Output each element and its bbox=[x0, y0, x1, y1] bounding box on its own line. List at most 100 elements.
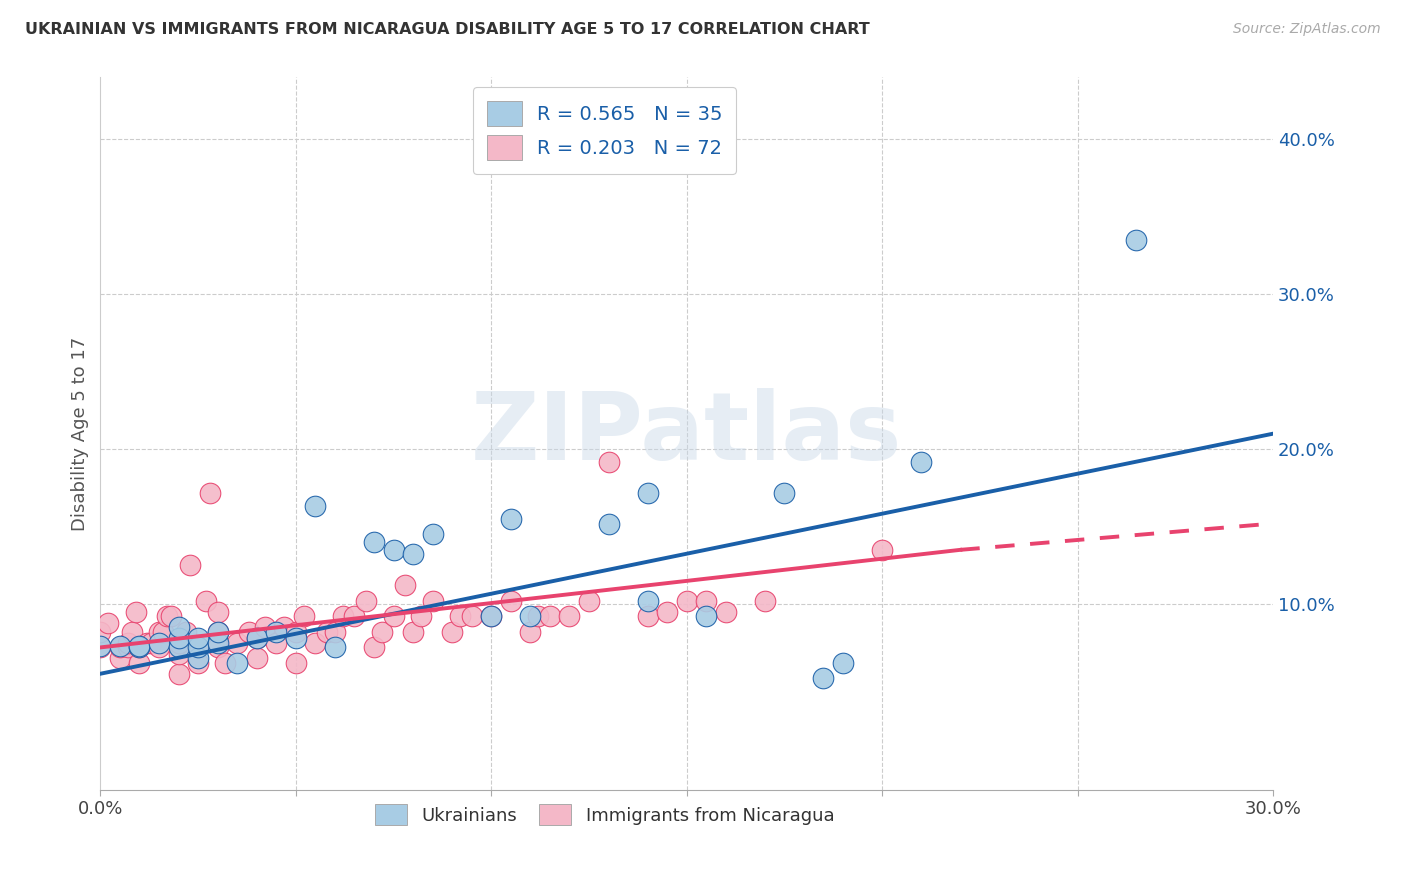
Point bbox=[598, 516, 620, 531]
Point bbox=[402, 548, 425, 562]
Point bbox=[637, 609, 659, 624]
Point bbox=[207, 640, 229, 655]
Point bbox=[441, 624, 464, 639]
Point bbox=[714, 605, 737, 619]
Point bbox=[363, 640, 385, 655]
Point bbox=[226, 656, 249, 670]
Point bbox=[675, 594, 697, 608]
Point bbox=[128, 640, 150, 655]
Point bbox=[323, 640, 346, 655]
Point bbox=[167, 631, 190, 645]
Text: ZIPatlas: ZIPatlas bbox=[471, 388, 903, 480]
Point bbox=[167, 620, 190, 634]
Point bbox=[89, 624, 111, 639]
Point bbox=[246, 631, 269, 645]
Point bbox=[264, 636, 287, 650]
Point bbox=[813, 672, 835, 686]
Point bbox=[1125, 233, 1147, 247]
Point bbox=[187, 640, 209, 655]
Point bbox=[284, 656, 307, 670]
Point bbox=[187, 656, 209, 670]
Point bbox=[207, 624, 229, 639]
Point bbox=[292, 609, 315, 624]
Point bbox=[148, 636, 170, 650]
Point bbox=[117, 640, 139, 655]
Point bbox=[141, 636, 163, 650]
Point bbox=[832, 656, 855, 670]
Point bbox=[343, 609, 366, 624]
Point bbox=[382, 542, 405, 557]
Point bbox=[207, 624, 229, 639]
Point bbox=[637, 594, 659, 608]
Point bbox=[187, 640, 209, 655]
Point bbox=[304, 500, 326, 514]
Point bbox=[176, 624, 198, 639]
Point bbox=[179, 558, 201, 573]
Point bbox=[264, 624, 287, 639]
Point bbox=[519, 624, 541, 639]
Point bbox=[207, 636, 229, 650]
Point bbox=[128, 640, 150, 655]
Point bbox=[354, 594, 377, 608]
Point bbox=[121, 624, 143, 639]
Point bbox=[97, 615, 120, 630]
Point bbox=[207, 605, 229, 619]
Point bbox=[117, 636, 139, 650]
Point bbox=[519, 609, 541, 624]
Point bbox=[89, 640, 111, 655]
Text: Source: ZipAtlas.com: Source: ZipAtlas.com bbox=[1233, 22, 1381, 37]
Point bbox=[136, 636, 159, 650]
Point bbox=[159, 609, 181, 624]
Point bbox=[637, 485, 659, 500]
Legend: Ukrainians, Immigrants from Nicaragua: Ukrainians, Immigrants from Nicaragua bbox=[366, 796, 844, 834]
Point bbox=[148, 624, 170, 639]
Point bbox=[910, 454, 932, 468]
Point bbox=[382, 609, 405, 624]
Point bbox=[284, 631, 307, 645]
Point bbox=[479, 609, 502, 624]
Point bbox=[194, 594, 217, 608]
Point bbox=[238, 624, 260, 639]
Point bbox=[695, 594, 717, 608]
Point bbox=[108, 640, 131, 655]
Point bbox=[108, 639, 131, 653]
Point bbox=[273, 620, 295, 634]
Point bbox=[152, 624, 174, 639]
Point bbox=[128, 639, 150, 653]
Point bbox=[167, 640, 190, 655]
Point bbox=[304, 636, 326, 650]
Point bbox=[499, 594, 522, 608]
Point bbox=[167, 636, 190, 650]
Point bbox=[695, 609, 717, 624]
Point bbox=[870, 542, 893, 557]
Point bbox=[655, 605, 678, 619]
Point bbox=[187, 651, 209, 665]
Point bbox=[527, 609, 550, 624]
Point bbox=[253, 620, 276, 634]
Point bbox=[156, 609, 179, 624]
Point bbox=[316, 624, 339, 639]
Point bbox=[402, 624, 425, 639]
Point bbox=[394, 578, 416, 592]
Point bbox=[422, 527, 444, 541]
Point bbox=[246, 651, 269, 665]
Y-axis label: Disability Age 5 to 17: Disability Age 5 to 17 bbox=[72, 336, 89, 531]
Point bbox=[558, 609, 581, 624]
Point bbox=[284, 624, 307, 639]
Point bbox=[246, 631, 269, 645]
Point bbox=[538, 609, 561, 624]
Point bbox=[167, 666, 190, 681]
Point bbox=[754, 594, 776, 608]
Point bbox=[124, 605, 146, 619]
Point bbox=[479, 609, 502, 624]
Point bbox=[128, 656, 150, 670]
Point bbox=[371, 624, 394, 639]
Point bbox=[449, 609, 471, 624]
Point bbox=[422, 594, 444, 608]
Point bbox=[773, 485, 796, 500]
Point bbox=[598, 454, 620, 468]
Point bbox=[499, 512, 522, 526]
Text: UKRAINIAN VS IMMIGRANTS FROM NICARAGUA DISABILITY AGE 5 TO 17 CORRELATION CHART: UKRAINIAN VS IMMIGRANTS FROM NICARAGUA D… bbox=[25, 22, 870, 37]
Point bbox=[187, 631, 209, 645]
Point bbox=[89, 639, 111, 653]
